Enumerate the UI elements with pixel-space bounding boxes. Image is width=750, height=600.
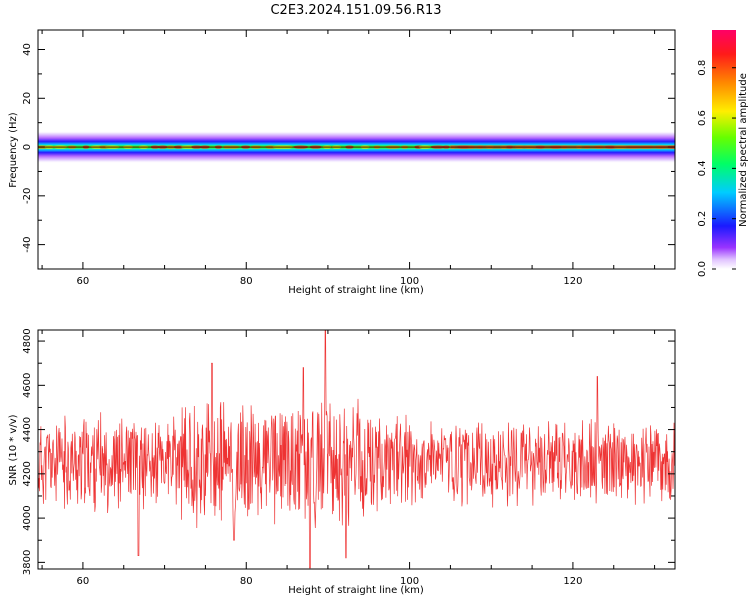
spectrogram-xtick-label: 120 [563, 276, 582, 287]
spectrogram-frame [37, 29, 676, 270]
spectrogram-ytick-label: -40 [22, 236, 33, 252]
colorbar-tick-label: 0.0 [697, 261, 708, 277]
snr-xtick-label: 60 [77, 576, 90, 587]
snr-ytick-label: 4600 [22, 373, 33, 398]
spectrogram-ytick-label: 0 [22, 144, 33, 150]
spectrogram-ylabel: Frequency (Hz) [8, 112, 19, 188]
colorbar-label: Normalized spectral amplitude [738, 73, 749, 227]
colorbar-gradient [712, 30, 736, 269]
snr-ytick-label: 4200 [22, 461, 33, 486]
spectrogram-xtick-label: 100 [400, 276, 419, 287]
colorbar-tick-label: 0.6 [697, 110, 708, 126]
snr-xtick-label: 100 [400, 576, 419, 587]
colorbar-tick-label: 0.4 [697, 160, 708, 176]
snr-frame [37, 329, 676, 570]
snr-ytick-label: 4000 [22, 505, 33, 530]
colorbar-tick-label: 0.2 [697, 211, 708, 227]
spectrogram-ytick-label: 20 [22, 92, 33, 105]
snr-xlabel: Height of straight line (km) [288, 585, 424, 596]
spectrogram-xlabel: Height of straight line (km) [288, 285, 424, 296]
snr-xtick-label: 120 [563, 576, 582, 587]
spectrogram-xtick-label: 80 [240, 276, 253, 287]
snr-panel: 60 80 100 120 3800 4000 4200 4400 4600 4800 Heigh… [8, 328, 676, 596]
spectrogram-xtick-label: 60 [77, 276, 90, 287]
snr-ylabel: SNR (10 * v/v) [8, 414, 19, 485]
figure-title: C2E3.2024.151.09.56.R13 [270, 3, 441, 18]
snr-ytick-label: 4800 [22, 328, 33, 353]
colorbar: 0.0 0.2 0.4 0.6 0.8 Normalized spectral ampl… [697, 30, 749, 277]
spectrogram-panel: 60 80 100 120 -40 -20 0 20 40 Height of straight… [8, 29, 676, 296]
spectrogram-ytick-label: -20 [22, 188, 33, 204]
snr-xtick-label: 80 [240, 576, 253, 587]
snr-ytick-label: 4400 [22, 417, 33, 442]
colorbar-tick-label: 0.8 [697, 60, 708, 76]
snr-series-line [38, 330, 675, 569]
snr-ytick-label: 3800 [22, 550, 33, 575]
spectrogram-ytick-label: 40 [22, 43, 33, 56]
